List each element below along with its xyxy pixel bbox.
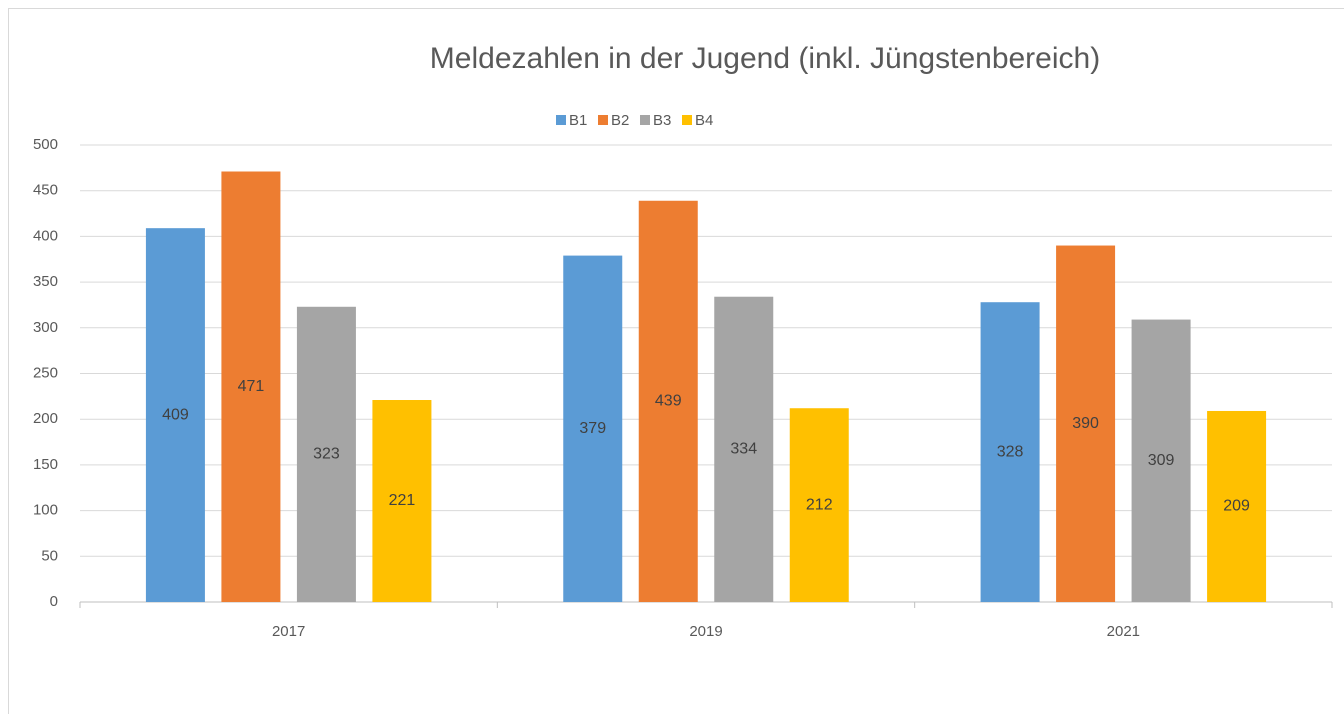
legend-label: B3 (653, 112, 671, 129)
x-tick-label: 2017 (272, 623, 305, 640)
data-label: 209 (1223, 498, 1250, 515)
bar (789, 408, 849, 602)
data-label: 390 (1072, 415, 1099, 432)
bar (638, 200, 698, 602)
data-label: 379 (579, 420, 606, 437)
bar (1131, 319, 1191, 602)
chart-border (8, 8, 1344, 714)
legend-label: B2 (611, 112, 629, 129)
data-label: 309 (1148, 452, 1175, 469)
legend-swatch (640, 115, 650, 125)
data-label: 323 (313, 446, 340, 463)
legend-label: B1 (569, 112, 587, 129)
data-label: 212 (806, 496, 833, 513)
legend-label: B4 (695, 112, 713, 129)
data-label: 409 (162, 406, 189, 423)
bar (563, 255, 623, 602)
bar (145, 228, 205, 602)
bar (221, 171, 281, 603)
y-tick-label: 50 (41, 547, 58, 564)
y-tick-label: 100 (33, 502, 58, 519)
legend-swatch (682, 115, 692, 125)
data-label: 334 (730, 441, 757, 458)
legend-swatch (556, 115, 566, 125)
x-tick-label: 2021 (1107, 623, 1140, 640)
data-label: 221 (389, 492, 416, 509)
bar (714, 296, 774, 602)
data-label: 471 (238, 378, 265, 395)
bar (372, 400, 432, 602)
y-tick-label: 200 (33, 410, 58, 427)
bar (980, 302, 1040, 602)
bar (1056, 245, 1116, 603)
data-label: 328 (997, 443, 1024, 460)
y-tick-label: 350 (33, 273, 58, 290)
bar (1207, 410, 1267, 602)
chart-title: Meldezahlen in der Jugend (inkl. Jüngste… (430, 42, 1100, 75)
y-tick-label: 500 (33, 136, 58, 153)
x-tick-label: 2019 (689, 623, 722, 640)
y-tick-label: 150 (33, 456, 58, 473)
y-tick-label: 450 (33, 182, 58, 199)
data-label: 439 (655, 393, 682, 410)
y-tick-label: 300 (33, 319, 58, 336)
bar (296, 306, 356, 602)
legend-swatch (598, 115, 608, 125)
y-tick-label: 400 (33, 227, 58, 244)
y-tick-label: 0 (50, 593, 58, 610)
y-tick-label: 250 (33, 364, 58, 381)
